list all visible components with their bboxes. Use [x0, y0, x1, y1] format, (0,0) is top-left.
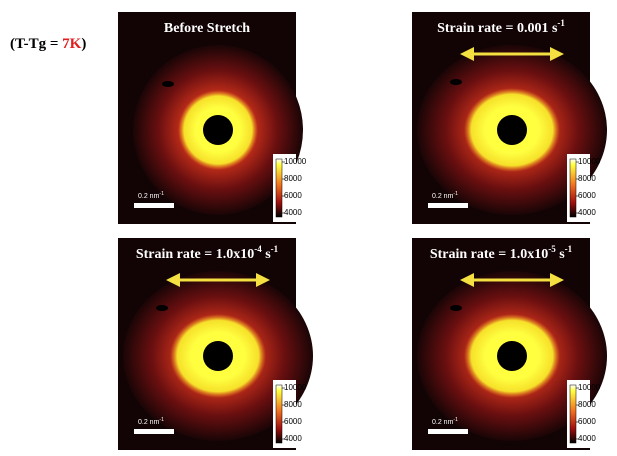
shadow-spot [450, 305, 462, 311]
shadow-spot [162, 81, 174, 87]
colorbar-tick-label: 10000 [284, 157, 307, 166]
colorbar-tick-label: 4000 [578, 434, 596, 443]
colorbar-tick-label: 10000 [284, 383, 307, 392]
colorbar-tick-label: 10000 [578, 157, 601, 166]
panel: Before Stretch 0.2 nm-1 10000 8000 6000 4000 [118, 12, 307, 224]
colorbar-tick-label: 10000 [578, 383, 601, 392]
scale-bar [134, 429, 174, 434]
colorbar [276, 159, 282, 217]
condition-prefix: (T-Tg = [10, 36, 62, 52]
panel: Strain rate = 1.0x10-4 s-10.2 nm-1100008… [118, 238, 313, 450]
title-text: Before Stretch [164, 21, 250, 36]
panel-title: Strain rate = 0.001 s-1 [437, 18, 565, 36]
scale-text: 0.2 nm [432, 419, 454, 426]
condition-label: (T-Tg = 7K) [10, 36, 86, 52]
scale-sup: -1 [453, 191, 458, 197]
panel: Strain rate = 0.001 s-10.2 nm-1100008000… [412, 12, 607, 224]
condition-suffix: ) [81, 36, 86, 52]
beam-stop [497, 115, 527, 145]
scale-sup: -1 [159, 191, 164, 197]
figure: (T-Tg = 7K) Before Stretch0.2 nm-1100008… [0, 0, 617, 456]
title-text: Strain rate = 1.0x10 [136, 247, 254, 262]
colorbar [570, 159, 576, 217]
colorbar-tick-label: 8000 [578, 400, 596, 409]
colorbar-tick-label: 6000 [578, 191, 596, 200]
colorbar-tick-label: 6000 [284, 191, 302, 200]
colorbar-tick-label: 4000 [284, 434, 302, 443]
scale-text: 0.2 nm [432, 193, 454, 200]
scale-sup: -1 [159, 417, 164, 423]
colorbar-tick-label: 6000 [284, 417, 302, 426]
colorbar-tick-label: 4000 [284, 208, 302, 217]
title-sup: -1 [565, 244, 573, 254]
title-sup: -1 [557, 18, 565, 28]
title-text: Strain rate = 1.0x10 [430, 247, 548, 262]
scale-text: 0.2 nm [138, 419, 160, 426]
shadow-spot [156, 305, 168, 311]
colorbar [570, 385, 576, 443]
scale-bar [134, 203, 174, 208]
panel: Strain rate = 1.0x10-5 s-10.2 nm-1100008… [412, 238, 607, 450]
beam-stop [203, 341, 233, 371]
colorbar-tick-label: 8000 [284, 400, 302, 409]
condition-value: 7K [62, 36, 82, 52]
colorbar-tick-label: 6000 [578, 417, 596, 426]
panel-title: Before Stretch [164, 21, 250, 36]
title-text: Strain rate = 0.001 s [437, 21, 558, 36]
scale-bar [428, 429, 468, 434]
colorbar [276, 385, 282, 443]
scale-bar [428, 203, 468, 208]
colorbar-tick-label: 8000 [578, 174, 596, 183]
colorbar-tick-label: 4000 [578, 208, 596, 217]
colorbar-tick-label: 8000 [284, 174, 302, 183]
scale-text: 0.2 nm [138, 193, 160, 200]
shadow-spot [450, 79, 462, 85]
title-sup: -1 [271, 244, 279, 254]
beam-stop [203, 115, 233, 145]
beam-stop [497, 341, 527, 371]
scale-sup: -1 [453, 417, 458, 423]
